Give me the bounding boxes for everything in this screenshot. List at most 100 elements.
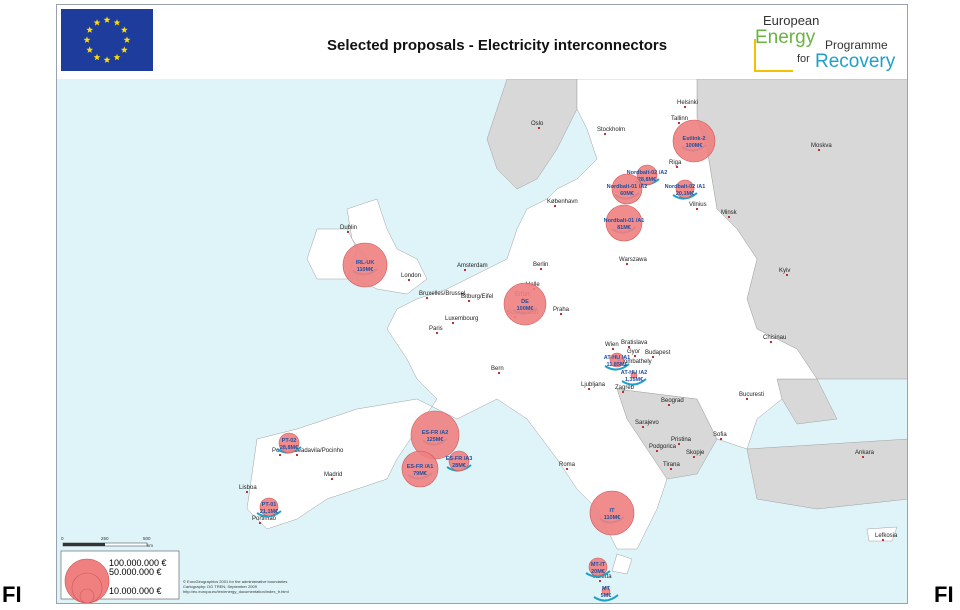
city-marker [452,322,454,324]
city-label: Skopje [686,450,705,456]
map-frame: Selected proposals - Electricity interco… [56,4,908,604]
city-marker [554,205,556,207]
europe-map[interactable]: Helsinki Tallinn Oslo Stockholm Riga Moskva Vi… [57,78,907,603]
project-name: Nordbalt-01 /A2 [607,184,648,190]
city-marker [622,391,624,393]
project-name: PT-01 [262,502,277,508]
project-amount: 21,1M€ [260,509,278,515]
eu-star-icon [103,56,111,63]
city-label: Budapest [645,350,671,356]
city-label: Ljubljana [581,382,606,388]
city-label: Kyiv [779,268,790,274]
city-marker [599,580,601,582]
city-label: Paris [429,326,443,332]
eu-stars [83,16,131,63]
city-label: Bruxelles/Brussel [419,291,465,297]
project-amount: 100M€ [517,306,534,312]
city-label: Lefkosia [875,533,898,539]
city-label: Lisboa [239,485,257,491]
city-label: Wien [605,342,619,348]
city-marker [678,122,680,124]
credit-line-1: © EuroGeographics 2001 for the administr… [183,579,287,584]
city-label: Szombathely [617,359,652,365]
city-label: Bern [491,366,504,372]
city-label: Ankara [855,450,875,456]
city-label: Chisinau [763,335,786,341]
logo-line4: for [797,53,810,65]
city-label: Oslo [531,121,544,127]
city-marker [498,372,500,374]
project-circle [588,557,608,577]
eu-star-icon [113,53,121,61]
city-marker [628,346,630,348]
city-marker [746,398,748,400]
city-marker [670,468,672,470]
city-marker [684,106,686,108]
city-marker [436,332,438,334]
project-bubble[interactable]: AT-HU /A21,35M€ [621,370,647,383]
city-marker [468,300,470,302]
project-circle [448,450,470,472]
interconnector-line [256,510,282,518]
project-amount: 20M€ [591,569,605,575]
legend-value-1: 100.000.000 € [109,558,167,568]
project-circle [401,450,439,488]
project-circle [259,497,279,517]
eu-star-icon [83,36,91,43]
city-label: London [401,273,421,279]
city-label: Tirana [663,462,680,468]
city-marker [676,166,678,168]
city-label: Beograd [661,398,684,404]
project-name: Nordbalt-01 /A1 [604,218,645,224]
eu-star-icon [93,19,101,26]
project-name: AT-HU /A2 [621,370,647,376]
project-amount: 1,35M€ [625,377,643,383]
interconnector-line [621,378,647,386]
eu-star-icon [120,46,128,53]
project-circle [672,119,716,163]
header: Selected proposals - Electricity interco… [57,5,907,79]
city-marker [612,348,614,350]
eu-star-icon [113,19,121,26]
credits: © EuroGeographics 2001 for the administr… [183,579,289,594]
city-marker [604,133,606,135]
project-circle [611,173,643,205]
city-marker [560,313,562,315]
city-label: Portimao [252,516,277,522]
city-marker [246,491,248,493]
city-marker [540,268,542,270]
interconnector-line [672,192,698,200]
city-marker [720,438,722,440]
city-marker [728,216,730,218]
project-amount: 79M€ [413,471,427,477]
legend-value-3: 10.000.000 € [109,586,162,596]
city-marker [259,522,261,524]
project-circle [609,352,625,368]
project-name: Estlink-2 [683,136,706,142]
logo-line3: Programme [825,38,888,52]
city-marker [770,341,772,343]
city-marker [652,356,654,358]
interconnector-line [604,363,630,371]
project-amount: 28,8M€ [638,177,656,183]
city-label: Bratislava [621,340,648,346]
city-marker [331,478,333,480]
logo-line5: Recovery [815,51,896,72]
